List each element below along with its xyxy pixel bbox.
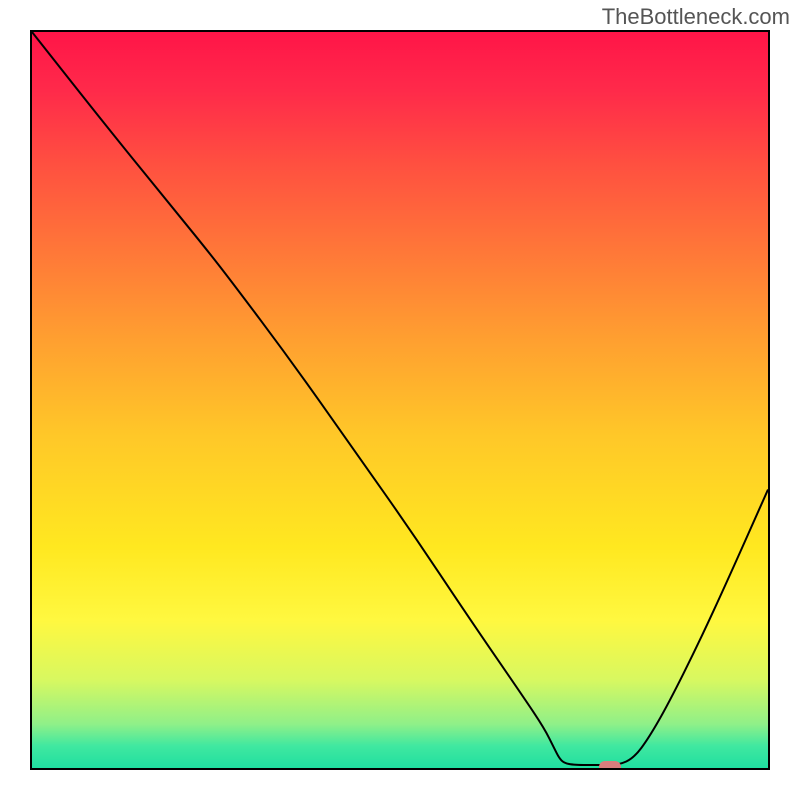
watermark-text: TheBottleneck.com [602, 4, 790, 30]
chart-area [30, 30, 770, 770]
bottleneck-curve [32, 32, 768, 768]
selection-marker [599, 761, 621, 770]
